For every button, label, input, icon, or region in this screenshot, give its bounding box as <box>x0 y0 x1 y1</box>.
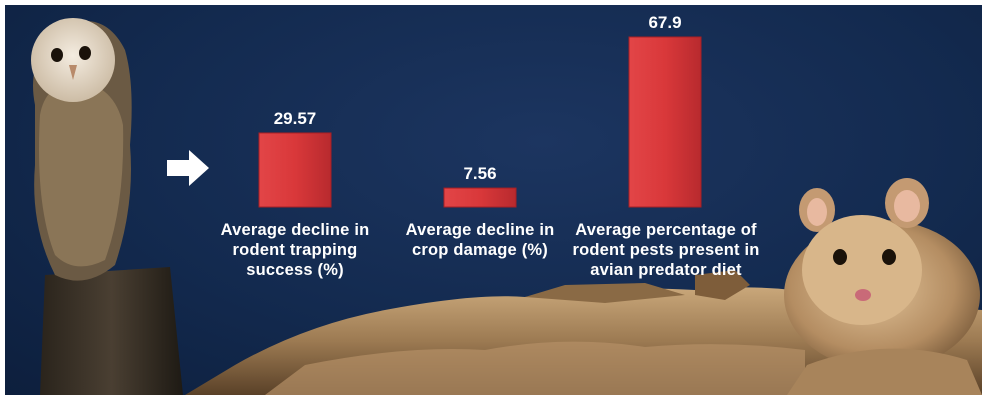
value-labels-layer: 29.57 7.56 67.9 <box>274 13 682 183</box>
value-label-crop-damage: 7.56 <box>463 164 496 183</box>
value-label-trapping: 29.57 <box>274 109 317 128</box>
gerbil-icon <box>784 178 982 395</box>
arrow-right-icon <box>167 150 209 186</box>
category-label-trapping: Average decline in rodent trapping succe… <box>200 220 390 280</box>
category-label-line: rodent pests present in <box>572 241 760 259</box>
bar-crop-damage <box>443 187 517 208</box>
category-label-line: Average decline in <box>220 221 370 239</box>
category-label-line: rodent trapping <box>232 241 358 259</box>
category-label-line: success (%) <box>246 261 344 279</box>
category-label-line: Average decline in <box>405 221 555 239</box>
infographic-frame: 29.57 7.56 67.9 Average decline in rodent … <box>5 5 982 395</box>
barn-owl-icon <box>31 18 183 395</box>
value-label-predator-diet: 67.9 <box>648 13 681 32</box>
bars-layer <box>258 36 702 208</box>
bar-chart: 29.57 7.56 67.9 <box>258 13 702 208</box>
category-label-predator-diet: Average percentage of rodent pests prese… <box>561 220 771 280</box>
sand-ground-image <box>185 270 982 395</box>
category-label-crop-damage: Average decline in crop damage (%) <box>385 220 575 260</box>
category-label-line: crop damage (%) <box>412 241 548 259</box>
bar-predator-diet <box>628 36 702 208</box>
category-label-line: Average percentage of <box>575 221 757 239</box>
bar-trapping <box>258 132 332 208</box>
category-label-line: avian predator diet <box>590 261 742 279</box>
